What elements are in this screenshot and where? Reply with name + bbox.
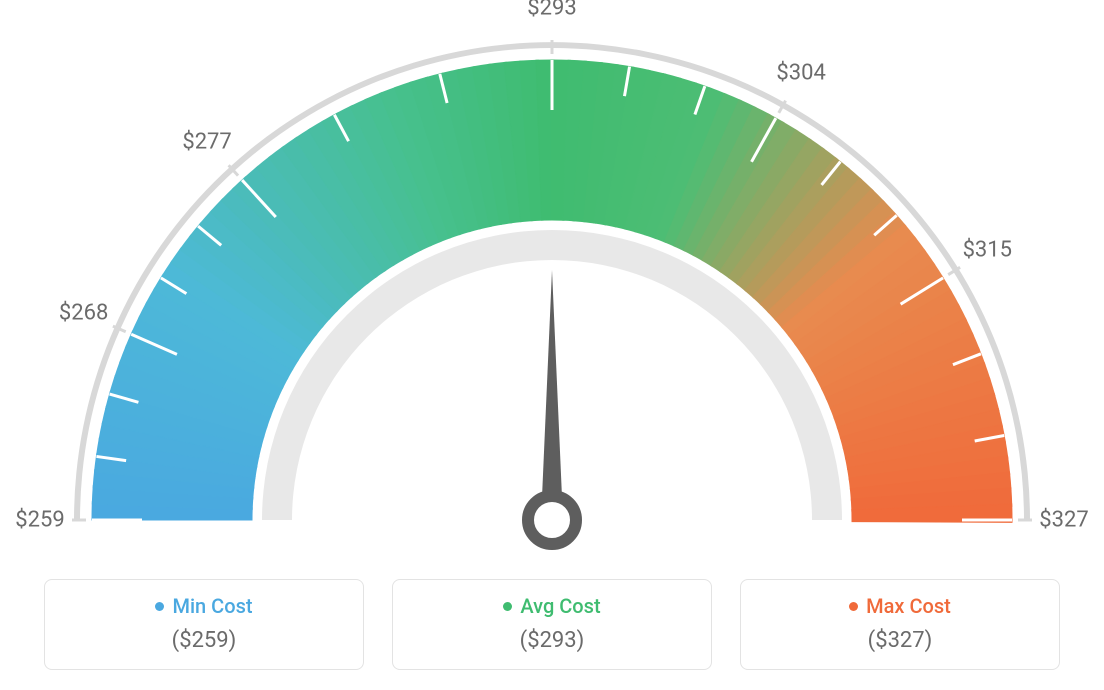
gauge-tick-label: $315 [963,238,1012,263]
legend-dot-max [849,602,858,611]
legend-label-max: Max Cost [866,594,951,618]
legend-dot-min [155,602,164,611]
legend-value-avg: ($293) [413,628,691,653]
gauge-tick-label: $327 [1039,508,1088,533]
legend-title-avg: Avg Cost [503,594,600,618]
legend-value-max: ($327) [761,628,1039,653]
gauge-tick-label: $277 [182,129,231,154]
gauge-tick-label: $268 [59,301,108,326]
gauge-svg [0,0,1104,560]
legend-title-max: Max Cost [849,594,951,618]
gauge-chart: $259 $268 $277 $293 $304 $315 $327 [0,0,1104,560]
legend-card-max: Max Cost ($327) [740,579,1060,670]
gauge-tick-label: $259 [15,508,64,533]
legend-card-avg: Avg Cost ($293) [392,579,712,670]
legend-label-avg: Avg Cost [520,594,600,618]
legend-row: Min Cost ($259) Avg Cost ($293) Max Cost… [0,579,1104,670]
legend-label-min: Min Cost [172,594,252,618]
gauge-tick-label: $293 [527,0,576,21]
legend-card-min: Min Cost ($259) [44,579,364,670]
legend-dot-avg [503,602,512,611]
gauge-tick-label: $304 [776,60,825,85]
legend-value-min: ($259) [65,628,343,653]
legend-title-min: Min Cost [155,594,252,618]
